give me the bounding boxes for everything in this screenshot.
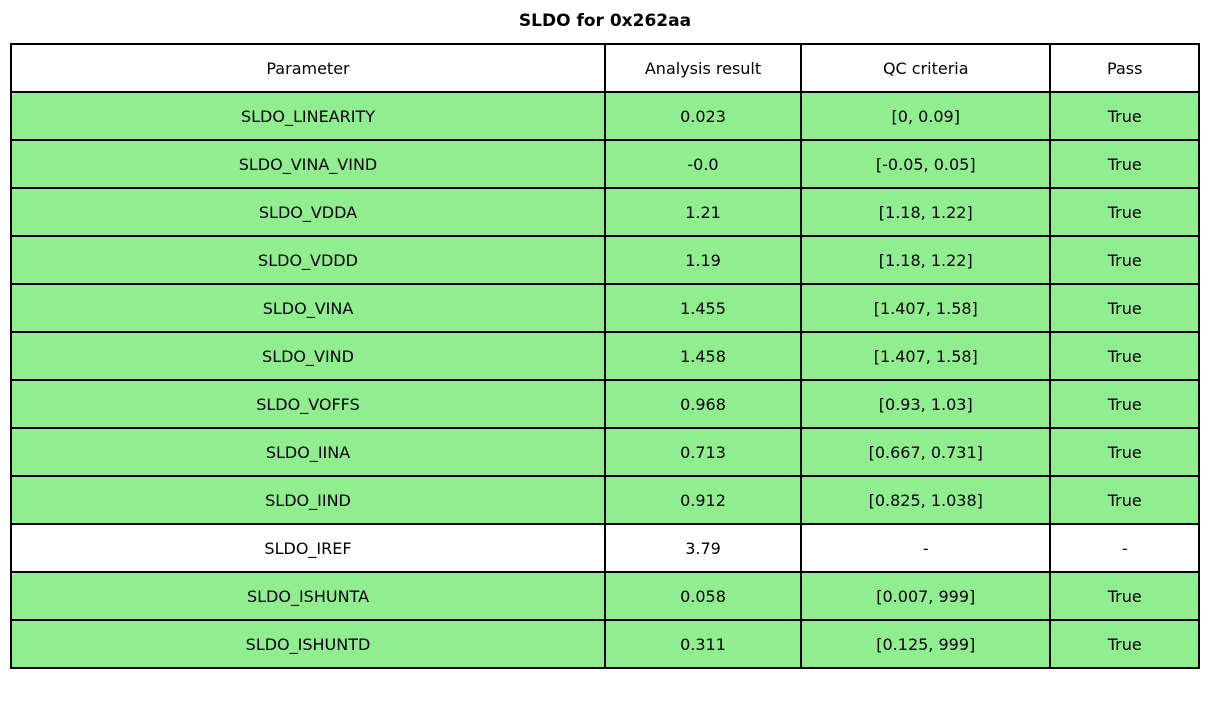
pass-cell: True (1049, 235, 1200, 285)
parameter-cell: SLDO_LINEARITY (10, 91, 606, 141)
analysis-result-cell: 1.21 (603, 187, 803, 237)
pass-cell: - (1049, 523, 1200, 573)
parameter-cell: SLDO_VOFFS (10, 379, 606, 429)
parameter-cell: SLDO_IREF (10, 523, 606, 573)
table-row: SLDO_VOFFS 0.968 [0.93, 1.03] True (10, 379, 1200, 429)
page-title: SLDO for 0x262aa (518, 11, 692, 31)
pass-cell: True (1049, 91, 1200, 141)
qc-criteria-cell: [0.825, 1.038] (800, 475, 1052, 525)
qc-criteria-cell: [0.93, 1.03] (800, 379, 1052, 429)
col-header-parameter: Parameter (10, 43, 606, 93)
pass-cell: True (1049, 331, 1200, 381)
parameter-cell: SLDO_IINA (10, 427, 606, 477)
table-row: SLDO_VIND 1.458 [1.407, 1.58] True (10, 331, 1200, 381)
analysis-result-cell: 3.79 (603, 523, 803, 573)
table-row: SLDO_VDDD 1.19 [1.18, 1.22] True (10, 235, 1200, 285)
col-header-analysis-result: Analysis result (603, 43, 803, 93)
analysis-result-cell: 0.968 (603, 379, 803, 429)
pass-cell: True (1049, 283, 1200, 333)
qc-criteria-cell: - (800, 523, 1052, 573)
analysis-result-cell: 1.458 (603, 331, 803, 381)
parameter-cell: SLDO_VDDD (10, 235, 606, 285)
pass-cell: True (1049, 187, 1200, 237)
qc-criteria-cell: [1.18, 1.22] (800, 235, 1052, 285)
parameter-cell: SLDO_VINA_VIND (10, 139, 606, 189)
parameter-cell: SLDO_VINA (10, 283, 606, 333)
col-header-qc-criteria: QC criteria (800, 43, 1052, 93)
table-row: SLDO_IREF 3.79 - - (10, 523, 1200, 573)
table-row: SLDO_LINEARITY 0.023 [0, 0.09] True (10, 91, 1200, 141)
table-row: SLDO_ISHUNTD 0.311 [0.125, 999] True (10, 619, 1200, 669)
qc-criteria-cell: [1.407, 1.58] (800, 331, 1052, 381)
header-row: Parameter Analysis result QC criteria Pa… (10, 43, 1200, 93)
qc-results-table: Parameter Analysis result QC criteria Pa… (10, 43, 1200, 669)
pass-cell: True (1049, 427, 1200, 477)
qc-criteria-cell: [0.667, 0.731] (800, 427, 1052, 477)
qc-criteria-cell: [1.407, 1.58] (800, 283, 1052, 333)
table-body: SLDO_LINEARITY 0.023 [0, 0.09] True SLDO… (10, 91, 1200, 669)
table-row: SLDO_IINA 0.713 [0.667, 0.731] True (10, 427, 1200, 477)
pass-cell: True (1049, 379, 1200, 429)
analysis-result-cell: 0.713 (603, 427, 803, 477)
table-row: SLDO_VDDA 1.21 [1.18, 1.22] True (10, 187, 1200, 237)
pass-cell: True (1049, 571, 1200, 621)
qc-criteria-cell: [0, 0.09] (800, 91, 1052, 141)
parameter-cell: SLDO_IIND (10, 475, 606, 525)
table-row: SLDO_VINA 1.455 [1.407, 1.58] True (10, 283, 1200, 333)
table-row: SLDO_ISHUNTA 0.058 [0.007, 999] True (10, 571, 1200, 621)
analysis-result-cell: -0.0 (603, 139, 803, 189)
parameter-cell: SLDO_ISHUNTA (10, 571, 606, 621)
qc-criteria-cell: [0.007, 999] (800, 571, 1052, 621)
col-header-pass: Pass (1049, 43, 1200, 93)
qc-criteria-cell: [-0.05, 0.05] (800, 139, 1052, 189)
pass-cell: True (1049, 619, 1200, 669)
parameter-cell: SLDO_VDDA (10, 187, 606, 237)
table-row: SLDO_IIND 0.912 [0.825, 1.038] True (10, 475, 1200, 525)
analysis-result-cell: 0.058 (603, 571, 803, 621)
analysis-result-cell: 0.912 (603, 475, 803, 525)
parameter-cell: SLDO_VIND (10, 331, 606, 381)
table-row: SLDO_VINA_VIND -0.0 [-0.05, 0.05] True (10, 139, 1200, 189)
qc-criteria-cell: [0.125, 999] (800, 619, 1052, 669)
analysis-result-cell: 1.19 (603, 235, 803, 285)
pass-cell: True (1049, 475, 1200, 525)
analysis-result-cell: 0.023 (603, 91, 803, 141)
analysis-result-cell: 0.311 (603, 619, 803, 669)
pass-cell: True (1049, 139, 1200, 189)
qc-criteria-cell: [1.18, 1.22] (800, 187, 1052, 237)
analysis-result-cell: 1.455 (603, 283, 803, 333)
parameter-cell: SLDO_ISHUNTD (10, 619, 606, 669)
